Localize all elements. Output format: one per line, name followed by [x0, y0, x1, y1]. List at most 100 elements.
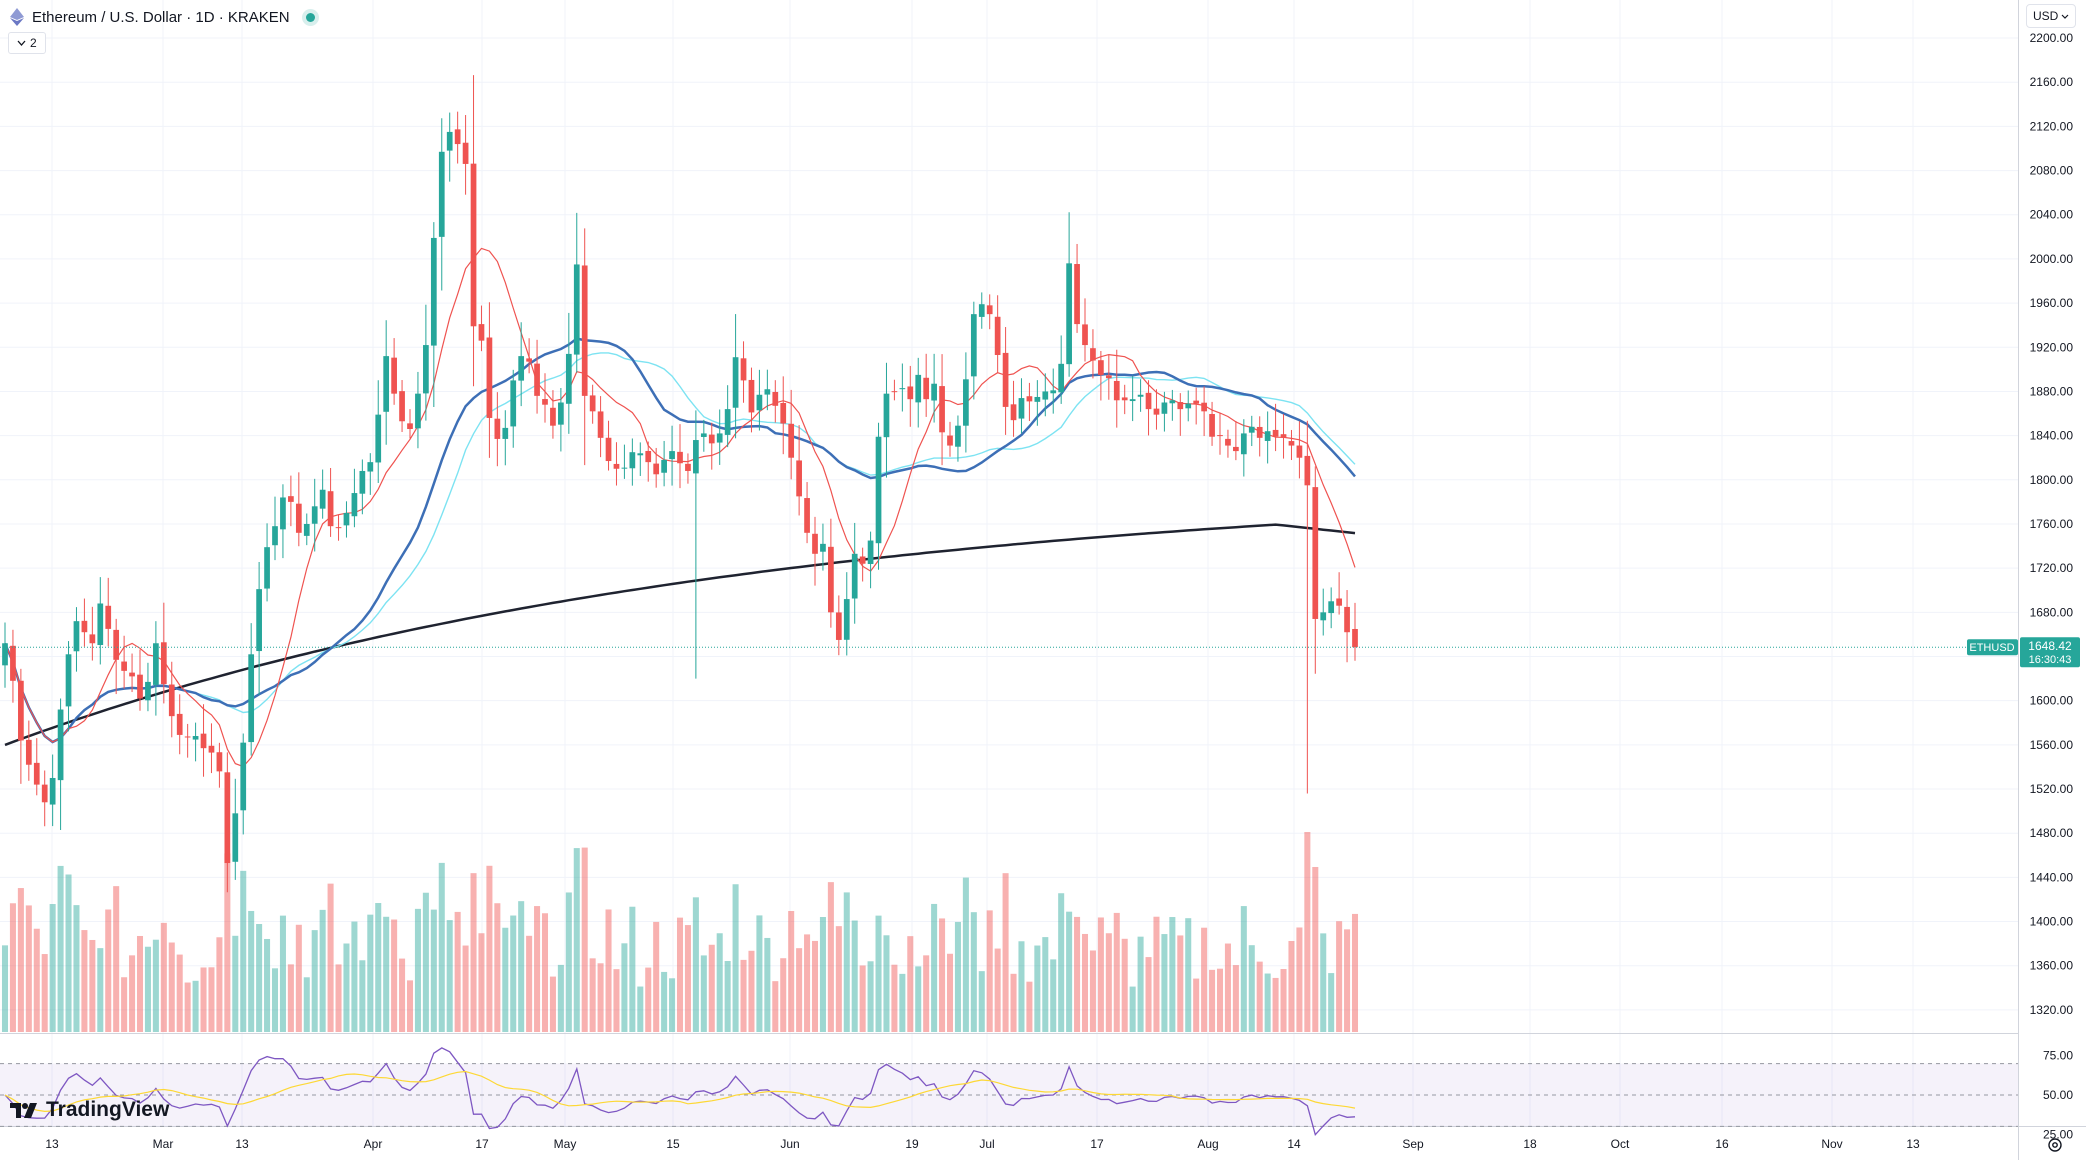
- candle-body: [1256, 426, 1263, 438]
- volume-bar: [573, 848, 580, 1032]
- volume-bar: [200, 967, 207, 1032]
- volume-bar: [669, 978, 676, 1032]
- volume-bar: [764, 937, 771, 1032]
- volume-bar: [81, 930, 88, 1032]
- price-tick-label: 1720.00: [2030, 561, 2074, 575]
- volume-bar: [613, 969, 620, 1032]
- candle-body: [1185, 403, 1192, 409]
- candle-body: [415, 393, 421, 429]
- candle-body: [1153, 408, 1160, 415]
- volume-bar: [1177, 935, 1184, 1032]
- candle-body: [25, 739, 32, 765]
- candle-body: [780, 403, 787, 424]
- candle-body: [1010, 404, 1017, 421]
- candle-body: [534, 363, 540, 396]
- volume-bar: [1240, 906, 1247, 1032]
- volume-bar: [502, 927, 509, 1032]
- price-tick-label: 1960.00: [2030, 296, 2074, 310]
- candle-body: [716, 433, 723, 443]
- volume-bar: [152, 939, 159, 1032]
- volume-bar: [1288, 940, 1295, 1032]
- candle-body: [494, 418, 501, 439]
- candle-body: [1058, 363, 1065, 393]
- time-tick-label: Mar: [153, 1137, 174, 1151]
- volume-bar: [724, 961, 731, 1032]
- candle-body: [81, 620, 88, 633]
- candle-body: [327, 491, 334, 527]
- candle-body: [1066, 263, 1072, 365]
- candle-body: [724, 409, 731, 435]
- candle-body: [383, 356, 390, 412]
- price-tick-label: 2120.00: [2030, 119, 2074, 133]
- volume-bar: [414, 908, 421, 1032]
- rsi-tick-label: 50.00: [2043, 1088, 2073, 1102]
- volume-bar: [708, 944, 715, 1032]
- volume-bar: [835, 926, 842, 1032]
- candle-body: [573, 264, 580, 355]
- candle-body: [708, 434, 715, 444]
- candle-body: [1217, 435, 1223, 437]
- candle-body: [883, 393, 890, 438]
- tradingview-logo[interactable]: TradingView: [10, 1098, 169, 1122]
- volume-bar: [1328, 973, 1335, 1032]
- volume-bar: [589, 958, 596, 1032]
- candle-body: [1074, 264, 1080, 325]
- currency-select[interactable]: USD: [2026, 4, 2076, 28]
- volume-bar: [732, 884, 739, 1032]
- candle-body: [732, 357, 739, 408]
- candle-body: [1113, 380, 1120, 401]
- volume-bar: [1216, 968, 1224, 1032]
- volume-bar: [907, 936, 914, 1032]
- volume-bar: [1193, 978, 1200, 1032]
- candle-body: [1240, 433, 1247, 455]
- volume-bar: [406, 980, 414, 1032]
- volume-bar: [1010, 973, 1017, 1032]
- volume-bar: [748, 950, 755, 1032]
- volume-bar: [939, 918, 946, 1032]
- candle-body: [335, 527, 342, 529]
- volume-bar: [1201, 927, 1208, 1032]
- volume-bar: [1153, 916, 1160, 1032]
- volume-bar: [875, 915, 882, 1032]
- candle-body: [1137, 394, 1144, 397]
- candle-body: [1288, 441, 1295, 446]
- candle-body: [740, 358, 747, 381]
- volume-bar: [923, 955, 930, 1032]
- candle-body: [1264, 431, 1271, 441]
- time-tick-label: Jun: [780, 1137, 799, 1151]
- candle-body: [994, 316, 1001, 356]
- volume-bar: [1296, 927, 1303, 1032]
- candle-body: [637, 453, 644, 456]
- volume-bar: [621, 943, 628, 1032]
- candle-body: [288, 496, 294, 502]
- chart-header: Ethereum / U.S. Dollar · 1D · KRAKEN: [10, 6, 315, 28]
- currency-label: USD: [2033, 9, 2059, 23]
- volume-bar: [526, 935, 533, 1032]
- candle-body: [200, 733, 207, 749]
- volume-bar: [264, 938, 271, 1032]
- volume-bar: [73, 905, 80, 1032]
- price-tick-label: 1320.00: [2030, 1003, 2074, 1017]
- sma-200-line: [4, 523, 1356, 747]
- volume-bar: [978, 971, 985, 1032]
- symbol-title[interactable]: Ethereum / U.S. Dollar · 1D · KRAKEN: [32, 8, 290, 26]
- candle-body: [835, 612, 842, 640]
- volume-bar: [1320, 933, 1327, 1032]
- candle-body: [1002, 352, 1009, 407]
- gear-icon[interactable]: [2046, 1136, 2064, 1154]
- candle-body: [240, 742, 247, 811]
- volume-bar: [899, 973, 906, 1032]
- volume-bar: [1097, 917, 1104, 1032]
- candle-body: [1304, 455, 1311, 486]
- price-tick-label: 1600.00: [2030, 694, 2074, 708]
- candle-body: [1209, 414, 1215, 437]
- hidden-indicators-toggle[interactable]: 2: [8, 32, 46, 54]
- volume-bar: [240, 870, 247, 1032]
- candle-body: [565, 353, 572, 404]
- volume-bar: [1169, 917, 1176, 1032]
- candle-body: [907, 386, 914, 400]
- candle-body: [137, 674, 143, 699]
- time-tick-label: Oct: [1611, 1137, 1630, 1151]
- rsi-line: [4, 1047, 1356, 1137]
